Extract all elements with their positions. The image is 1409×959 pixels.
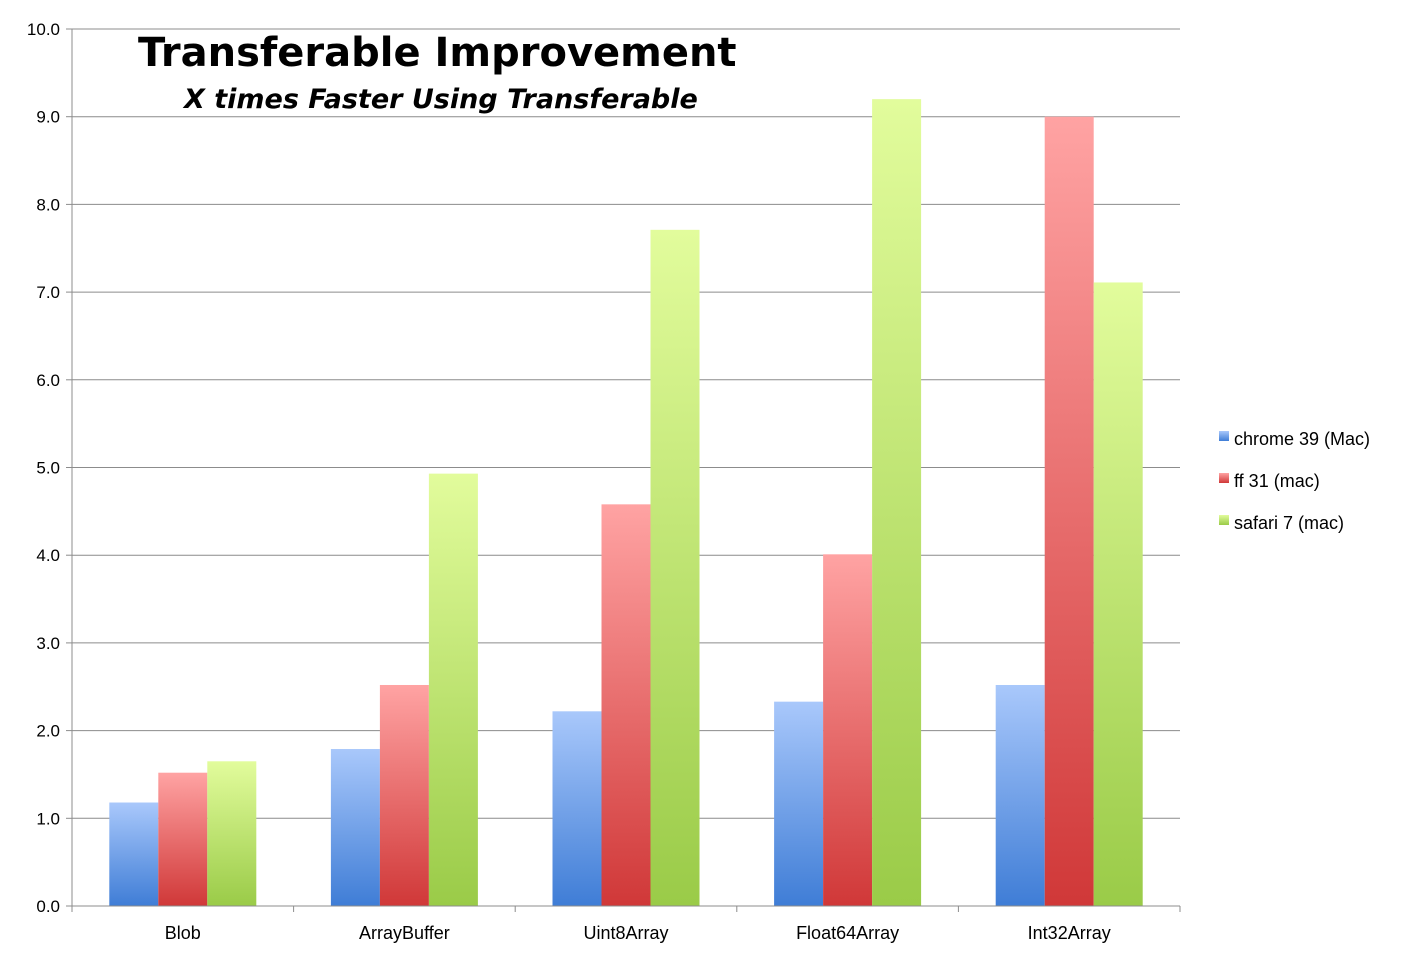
- x-category-label: Uint8Array: [583, 923, 668, 943]
- axis-labels: 0.0 1.0 2.0 3.0 4.0 5.0 6.0 7.0 8.0 9.0 10.0 Blob Ar…: [27, 20, 1111, 943]
- x-category-label: Float64Array: [796, 923, 899, 943]
- bar-float64array-series-2: [872, 99, 922, 906]
- legend-label: ff 31 (mac): [1234, 471, 1320, 491]
- x-category-label: Int32Array: [1028, 923, 1111, 943]
- bar-uint8array-series-2: [650, 229, 700, 906]
- bar-blob-series-0: [109, 802, 159, 906]
- bars: [109, 99, 1143, 906]
- x-category-label: Blob: [165, 923, 201, 943]
- y-tick-label: 3.0: [36, 634, 60, 653]
- bar-uint8array-series-0: [552, 711, 602, 906]
- y-tick-label: 1.0: [36, 809, 60, 828]
- bar-float64array-series-1: [823, 554, 873, 906]
- y-tick-label: 8.0: [36, 195, 60, 214]
- chart-subtitle: X times Faster Using Transferable: [182, 84, 698, 115]
- bar-int32array-series-2: [1093, 282, 1143, 906]
- bar-int32array-series-0: [995, 684, 1045, 906]
- bar-arraybuffer-series-0: [330, 749, 380, 906]
- x-category-label: ArrayBuffer: [359, 923, 450, 943]
- chart-title: Transferable Improvement: [138, 30, 737, 76]
- legend-swatch: [1219, 515, 1229, 525]
- legend-label: safari 7 (mac): [1234, 513, 1344, 533]
- y-tick-label: 9.0: [36, 108, 60, 127]
- y-tick-label: 5.0: [36, 459, 60, 478]
- y-tick-label: 7.0: [36, 283, 60, 302]
- legend: chrome 39 (Mac) ff 31 (mac) safari 7 (mac): [1219, 429, 1370, 533]
- axes: [66, 28, 1181, 912]
- gridlines: [72, 28, 1180, 819]
- legend-swatch: [1219, 431, 1229, 441]
- y-tick-label: 10.0: [27, 20, 60, 39]
- bar-uint8array-series-1: [601, 504, 651, 906]
- legend-swatch: [1219, 473, 1229, 483]
- bar-blob-series-2: [207, 761, 257, 906]
- bar-arraybuffer-series-2: [428, 473, 478, 906]
- y-tick-label: 4.0: [36, 546, 60, 565]
- bar-float64array-series-0: [774, 701, 824, 906]
- y-tick-label: 2.0: [36, 722, 60, 741]
- legend-label: chrome 39 (Mac): [1234, 429, 1370, 449]
- y-tick-label: 0.0: [36, 897, 60, 916]
- bar-arraybuffer-series-1: [379, 684, 429, 906]
- bar-int32array-series-1: [1044, 116, 1094, 906]
- y-tick-label: 6.0: [36, 371, 60, 390]
- bar-blob-series-1: [158, 772, 208, 906]
